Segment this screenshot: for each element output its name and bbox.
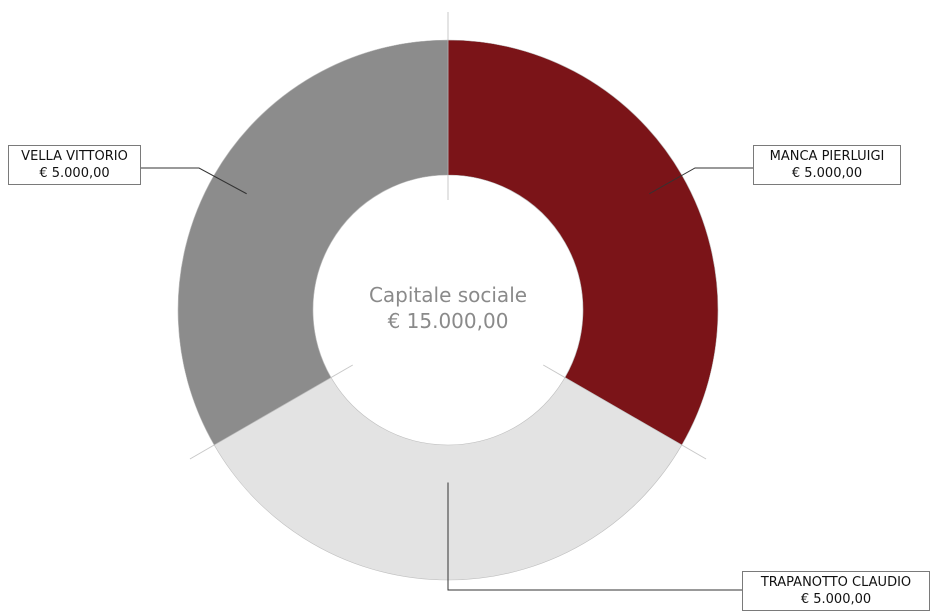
leader-line-trapanotto-claudio (447, 482, 742, 591)
callout-vella-vittorio: VELLA VITTORIO € 5.000,00 (8, 145, 141, 185)
leader-lines (141, 167, 753, 591)
slice-vella-vittorio (177, 39, 449, 446)
callout-trapanotto-claudio: TRAPANOTTO CLAUDIO € 5.000,00 (742, 571, 930, 611)
callout-name: TRAPANOTTO CLAUDIO (760, 575, 912, 590)
callout-value: € 5.000,00 (791, 166, 863, 181)
leader-line-manca-pierluigi (649, 167, 753, 195)
center-title: Capitale sociale (368, 283, 528, 307)
leader-line-vella-vittorio (141, 167, 247, 195)
slice-manca-pierluigi (447, 39, 719, 446)
callout-value: € 5.000,00 (800, 592, 872, 607)
callout-manca-pierluigi: MANCA PIERLUIGI € 5.000,00 (753, 145, 901, 185)
callout-value: € 5.000,00 (39, 166, 110, 181)
center-value: € 15.000,00 (387, 309, 509, 333)
callout-name: VELLA VITTORIO (21, 149, 128, 164)
center-label: Capitale sociale € 15.000,00 (298, 282, 598, 334)
slice-trapanotto-claudio (213, 377, 683, 581)
callout-name: MANCA PIERLUIGI (769, 149, 885, 164)
donut-slices (177, 39, 719, 581)
